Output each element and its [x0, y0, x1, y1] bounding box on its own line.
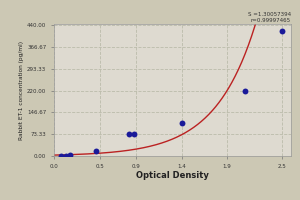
- Text: S =1.30057394
r=0.99997465: S =1.30057394 r=0.99997465: [248, 12, 291, 23]
- Point: [64, 154, 68, 157]
- Point: [126, 133, 131, 136]
- Point: [243, 89, 248, 92]
- Point: [280, 30, 284, 33]
- Point: [68, 154, 73, 157]
- Point: [94, 149, 98, 152]
- Y-axis label: Rabbit ET-1 concentration (pg/ml): Rabbit ET-1 concentration (pg/ml): [19, 40, 24, 140]
- Point: [179, 122, 184, 125]
- Point: [59, 154, 64, 158]
- Point: [132, 133, 136, 136]
- X-axis label: Optical Density: Optical Density: [136, 171, 209, 180]
